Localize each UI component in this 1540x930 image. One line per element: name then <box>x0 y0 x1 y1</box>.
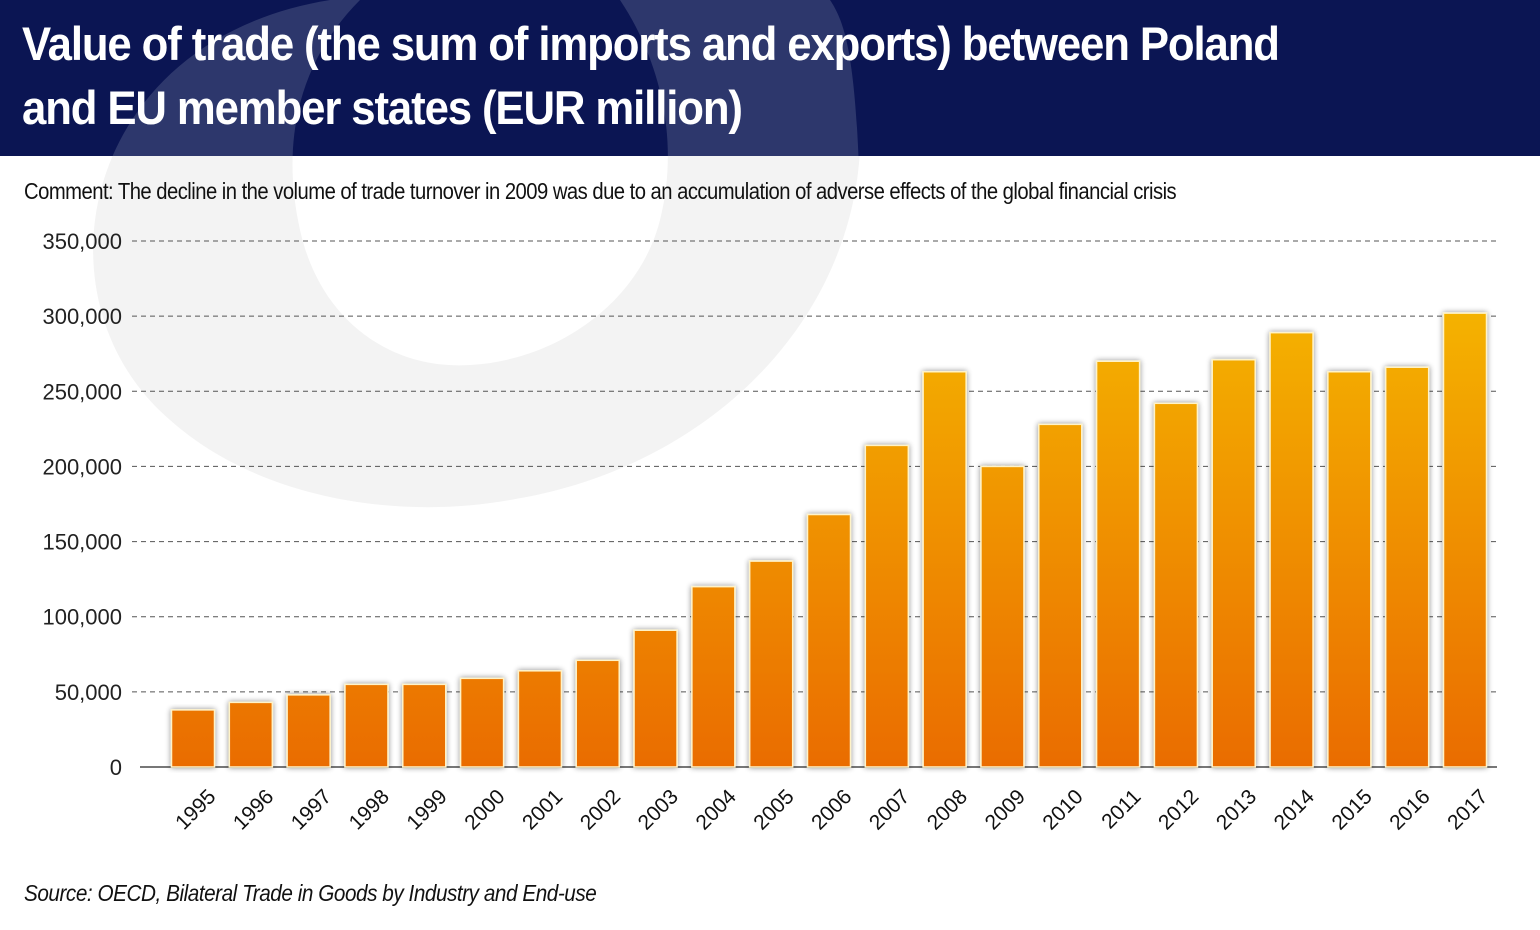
x-tick-label: 2013 <box>1212 785 1261 834</box>
bar-2003 <box>633 629 678 768</box>
y-tick-label: 200,000 <box>42 454 122 479</box>
bar-2009 <box>980 465 1025 768</box>
bar-2001 <box>517 670 563 768</box>
x-tick-label: 2011 <box>1097 785 1145 833</box>
x-tick-label: 2005 <box>749 785 798 834</box>
x-tick-label: 1995 <box>171 785 220 834</box>
bar-1998 <box>344 683 389 768</box>
bars <box>170 312 1488 768</box>
bar-1997 <box>286 694 331 768</box>
x-tick-label: 2000 <box>460 785 509 834</box>
y-tick-label: 0 <box>110 755 122 780</box>
bar-2008 <box>922 370 967 768</box>
x-axis: 1995 1996 1997 1998 1999 2000 2001 2002 2003 2004… <box>171 785 1492 835</box>
chart-comment: Comment: The decline in the volume of tr… <box>24 178 1177 204</box>
x-tick-label: 2014 <box>1270 785 1320 835</box>
header-watermark <box>112 0 859 156</box>
x-tick-label: 2004 <box>692 785 742 835</box>
x-tick-label: 2015 <box>1328 785 1377 834</box>
bar-2013 <box>1211 358 1256 768</box>
bar-2016 <box>1384 366 1430 768</box>
y-tick-label: 250,000 <box>42 379 122 404</box>
x-tick-label: 1996 <box>229 785 278 834</box>
bar-2011 <box>1095 360 1141 768</box>
x-tick-label: 2001 <box>518 785 567 834</box>
x-tick-label: 2010 <box>1038 785 1087 834</box>
x-tick-label: 2009 <box>981 785 1030 834</box>
y-tick-label: 100,000 <box>42 605 122 630</box>
source-note: Source: OECD, Bilateral Trade in Goods b… <box>24 880 597 906</box>
bar-2000 <box>459 677 505 768</box>
bar-2005 <box>748 560 794 768</box>
bar-2015 <box>1327 370 1372 768</box>
y-axis: 0 50,000 100,000 150,000 200,000 250,000 300,0… <box>42 229 122 780</box>
bar-2010 <box>1038 423 1083 768</box>
bar-1996 <box>228 701 274 768</box>
bar-2017 <box>1442 312 1488 768</box>
bar-1999 <box>402 683 447 768</box>
x-tick-label: 2007 <box>865 785 914 834</box>
bar-1995 <box>170 709 216 768</box>
bar-2006 <box>806 513 852 768</box>
x-tick-label: 2002 <box>576 785 625 834</box>
y-tick-label: 300,000 <box>42 304 122 329</box>
bar-2014 <box>1269 331 1314 768</box>
y-tick-label: 50,000 <box>55 680 122 705</box>
chart-title-line2: and EU member states (EUR million) <box>22 81 743 134</box>
x-tick-label: 1998 <box>345 785 394 834</box>
x-tick-label: 2008 <box>923 785 972 834</box>
header-banner: Value of trade (the sum of imports and e… <box>0 0 1540 156</box>
x-tick-label: 2003 <box>634 785 683 834</box>
x-tick-label: 2017 <box>1443 785 1492 834</box>
bar-2002 <box>575 659 620 768</box>
chart-title: Value of trade (the sum of imports and e… <box>22 12 1280 140</box>
bar-2012 <box>1153 402 1199 768</box>
x-tick-label: 2016 <box>1385 785 1434 834</box>
y-tick-label: 150,000 <box>42 530 122 555</box>
bar-2004 <box>691 585 736 768</box>
chart-title-line1: Value of trade (the sum of imports and e… <box>22 17 1280 70</box>
x-tick-label: 2006 <box>807 785 856 834</box>
y-tick-label: 350,000 <box>42 229 122 254</box>
bar-2007 <box>864 444 910 768</box>
x-tick-label: 1999 <box>402 785 451 834</box>
x-tick-label: 1997 <box>287 785 336 834</box>
x-tick-label: 2012 <box>1154 785 1203 834</box>
